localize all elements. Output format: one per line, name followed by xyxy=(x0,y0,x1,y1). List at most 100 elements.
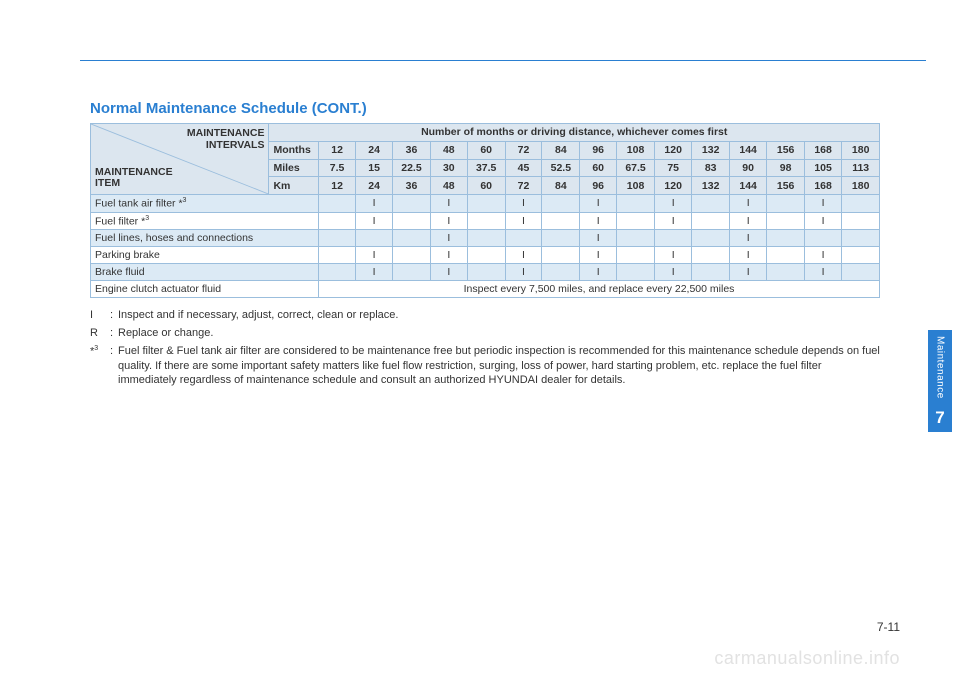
interval-cell xyxy=(319,264,356,281)
unit-value: 52.5 xyxy=(542,159,580,177)
chapter-label: Maintenance xyxy=(935,336,946,399)
unit-value: 30 xyxy=(430,159,467,177)
interval-cell: I xyxy=(654,264,691,281)
interval-cell xyxy=(842,195,880,213)
unit-value: 24 xyxy=(356,141,393,159)
legend-key-star: *3 xyxy=(90,344,110,389)
interval-cell: I xyxy=(580,247,617,264)
interval-cell: I xyxy=(804,212,841,230)
unit-value: 98 xyxy=(767,159,804,177)
legend: I : Inspect and if necessary, adjust, co… xyxy=(90,308,880,388)
maintenance-item: Parking brake xyxy=(91,247,319,264)
interval-cell: I xyxy=(729,195,766,213)
unit-value: 108 xyxy=(617,177,655,195)
unit-value: 36 xyxy=(393,141,431,159)
top-rule xyxy=(80,60,926,61)
unit-value: 144 xyxy=(729,141,766,159)
watermark: carmanualsonline.info xyxy=(714,648,900,669)
unit-label: Km xyxy=(269,177,319,195)
interval-cell xyxy=(467,247,505,264)
interval-cell xyxy=(467,212,505,230)
interval-cell: I xyxy=(804,247,841,264)
unit-value: 48 xyxy=(430,141,467,159)
interval-cell: I xyxy=(729,212,766,230)
unit-value: 72 xyxy=(505,141,542,159)
interval-cell xyxy=(542,230,580,247)
interval-cell xyxy=(356,230,393,247)
maintenance-table: MAINTENANCEINTERVALSMAINTENANCEITEMNumbe… xyxy=(90,123,880,298)
interval-cell: I xyxy=(430,212,467,230)
unit-value: 60 xyxy=(580,159,617,177)
interval-cell: I xyxy=(356,195,393,213)
legend-key-r: R xyxy=(90,326,110,341)
interval-cell: I xyxy=(505,195,542,213)
interval-cell xyxy=(393,247,431,264)
legend-text-star: Fuel filter & Fuel tank air filter are c… xyxy=(118,344,880,389)
unit-value: 67.5 xyxy=(617,159,655,177)
interval-cell xyxy=(692,230,729,247)
interval-cell xyxy=(692,195,729,213)
interval-cell xyxy=(804,230,841,247)
unit-value: 120 xyxy=(654,141,691,159)
unit-value: 96 xyxy=(580,177,617,195)
unit-value: 156 xyxy=(767,177,804,195)
interval-cell xyxy=(692,212,729,230)
interval-cell xyxy=(542,247,580,264)
legend-key-i: I xyxy=(90,308,110,323)
chapter-tab: Maintenance 7 xyxy=(928,330,952,432)
unit-value: 36 xyxy=(393,177,431,195)
interval-cell xyxy=(842,264,880,281)
span-header: Number of months or driving distance, wh… xyxy=(269,124,880,142)
interval-cell xyxy=(393,264,431,281)
unit-value: 180 xyxy=(842,141,880,159)
interval-cell: I xyxy=(804,195,841,213)
interval-cell: I xyxy=(729,264,766,281)
interval-cell xyxy=(767,230,804,247)
unit-label: Miles xyxy=(269,159,319,177)
interval-cell: I xyxy=(430,264,467,281)
unit-value: 84 xyxy=(542,177,580,195)
interval-cell xyxy=(393,195,431,213)
interval-cell: I xyxy=(729,247,766,264)
interval-cell: I xyxy=(580,230,617,247)
interval-cell xyxy=(767,264,804,281)
interval-cell xyxy=(767,195,804,213)
unit-value: 120 xyxy=(654,177,691,195)
interval-cell xyxy=(319,195,356,213)
maintenance-item: Engine clutch actuator fluid xyxy=(91,281,319,298)
maintenance-item: Fuel filter *3 xyxy=(91,212,319,230)
unit-value: 22.5 xyxy=(393,159,431,177)
unit-value: 144 xyxy=(729,177,766,195)
interval-cell xyxy=(767,212,804,230)
interval-cell xyxy=(692,247,729,264)
interval-cell xyxy=(393,212,431,230)
legend-text-i: Inspect and if necessary, adjust, correc… xyxy=(118,308,880,323)
interval-cell xyxy=(617,230,655,247)
interval-cell: I xyxy=(430,230,467,247)
interval-cell: I xyxy=(505,247,542,264)
interval-cell: I xyxy=(430,247,467,264)
interval-cell xyxy=(393,230,431,247)
unit-value: 132 xyxy=(692,141,729,159)
interval-cell: I xyxy=(356,212,393,230)
unit-value: 108 xyxy=(617,141,655,159)
page-title: Normal Maintenance Schedule (CONT.) xyxy=(90,100,880,117)
unit-value: 60 xyxy=(467,141,505,159)
interval-cell: I xyxy=(654,212,691,230)
interval-cell: I xyxy=(580,264,617,281)
interval-cell xyxy=(542,195,580,213)
page-number: 7-11 xyxy=(877,620,900,634)
interval-cell xyxy=(692,264,729,281)
interval-cell: I xyxy=(505,264,542,281)
unit-value: 168 xyxy=(804,141,841,159)
interval-cell xyxy=(467,264,505,281)
interval-cell: I xyxy=(654,195,691,213)
maintenance-item: Fuel lines, hoses and connections xyxy=(91,230,319,247)
unit-value: 12 xyxy=(319,177,356,195)
content-area: Normal Maintenance Schedule (CONT.) MAIN… xyxy=(90,100,880,391)
interval-cell xyxy=(842,212,880,230)
interval-cell xyxy=(617,212,655,230)
unit-value: 15 xyxy=(356,159,393,177)
unit-value: 96 xyxy=(580,141,617,159)
interval-cell xyxy=(767,247,804,264)
